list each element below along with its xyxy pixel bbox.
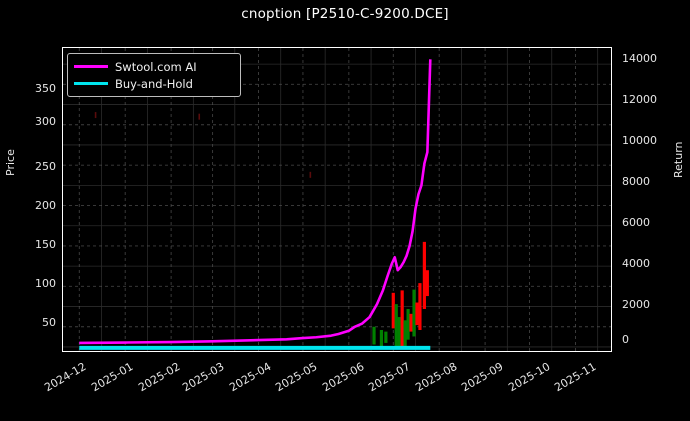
y-axis-right-label: Return [672, 141, 685, 178]
y-axis-left-tick: 100 [35, 277, 56, 290]
y-axis-right-tick: 4000 [622, 257, 650, 270]
y-axis-right-tick: 2000 [622, 298, 650, 311]
legend-item-ai: Swtool.com AI [74, 58, 234, 75]
y-axis-left-tick: 50 [42, 316, 56, 329]
plot-area [62, 47, 612, 352]
legend-label: Swtool.com AI [115, 59, 197, 74]
chart-canvas [63, 48, 611, 351]
y-axis-left-tick: 150 [35, 238, 56, 251]
legend-item-buy-and-hold: Buy-and-Hold [74, 75, 234, 92]
legend-swatch-icon [74, 65, 108, 68]
y-axis-right-tick: 10000 [622, 134, 657, 147]
y-axis-left-tick: 350 [35, 82, 56, 95]
y-axis-right-tick: 0 [622, 333, 629, 346]
legend-swatch-icon [74, 82, 108, 85]
chart-legend: Swtool.com AI Buy-and-Hold [67, 53, 241, 97]
y-axis-right-tick: 8000 [622, 175, 650, 188]
y-axis-right-tick: 14000 [622, 52, 657, 65]
legend-label: Buy-and-Hold [115, 76, 193, 91]
y-axis-left-tick: 300 [35, 115, 56, 128]
page-title: cnoption [P2510-C-9200.DCE] [241, 6, 449, 22]
y-axis-right-tick: 12000 [622, 93, 657, 106]
y-axis-right-tick: 6000 [622, 216, 650, 229]
y-axis-left-label: Price [4, 149, 17, 176]
y-axis-left-tick: 250 [35, 160, 56, 173]
y-axis-left-tick: 200 [35, 199, 56, 212]
